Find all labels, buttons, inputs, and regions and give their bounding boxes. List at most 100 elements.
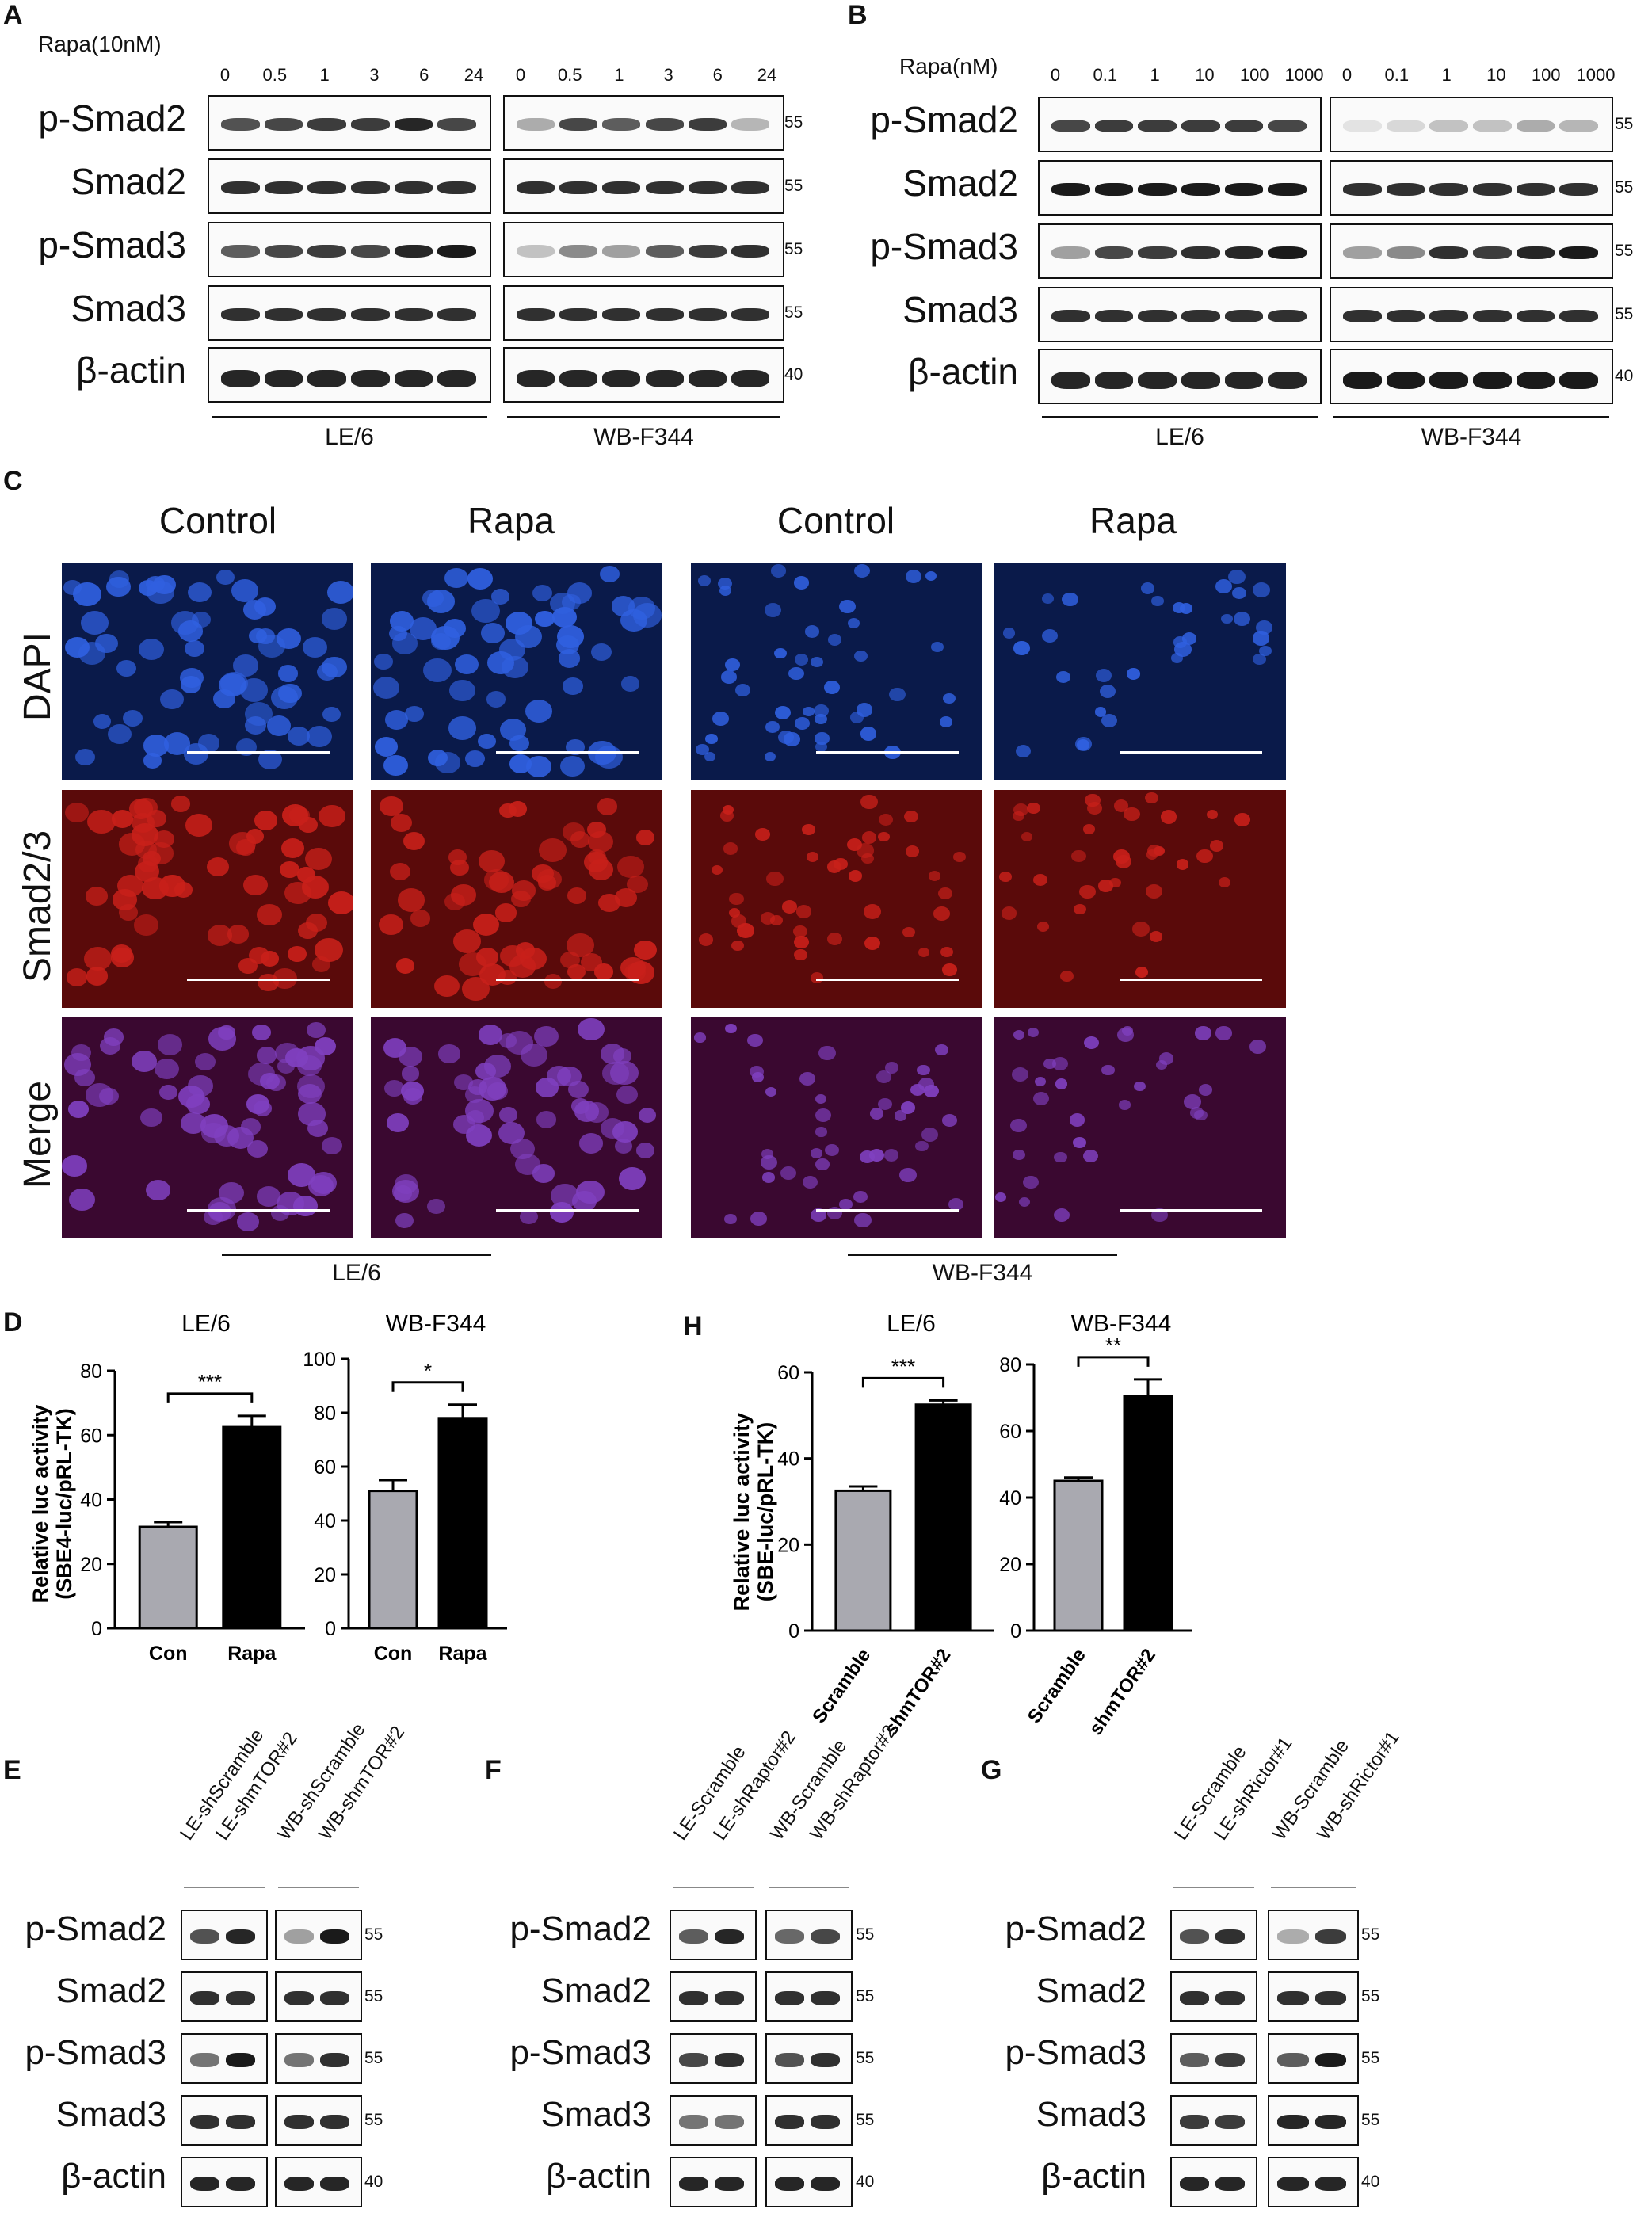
c-group-line-le <box>222 1254 491 1256</box>
nucleus <box>734 684 750 697</box>
nucleus <box>519 1208 538 1225</box>
nucleus <box>1082 824 1095 834</box>
blot-band <box>394 308 433 321</box>
micrograph <box>62 563 353 780</box>
blot-band <box>1051 120 1090 132</box>
blot-band <box>1473 120 1512 132</box>
blot-band <box>1051 310 1090 322</box>
nucleus <box>747 1033 763 1047</box>
blot-band <box>307 181 346 194</box>
nucleus <box>179 667 204 689</box>
micrograph <box>371 1017 662 1238</box>
nucleus <box>937 887 952 900</box>
nucleus <box>905 569 922 584</box>
blot-band <box>517 308 555 321</box>
nucleus <box>731 940 744 952</box>
y-tick-label: 100 <box>303 1349 336 1371</box>
nucleus <box>302 636 327 658</box>
blot-strip <box>765 2157 853 2207</box>
nucleus <box>595 745 623 769</box>
nucleus <box>216 569 235 586</box>
bar <box>914 1403 972 1632</box>
panel-letter-c: C <box>3 466 23 496</box>
nucleus <box>1131 922 1150 937</box>
nucleus <box>884 1062 899 1074</box>
blot-band <box>1051 246 1090 259</box>
nucleus <box>549 592 576 615</box>
blot-band <box>1215 1929 1245 1944</box>
nucleus <box>64 1052 92 1076</box>
micrograph <box>691 1017 982 1238</box>
nucleus <box>395 1212 414 1229</box>
nucleus <box>953 852 966 863</box>
blot-strip <box>503 95 784 151</box>
nucleus <box>638 1108 657 1124</box>
blot-band <box>1180 1991 1209 2005</box>
nucleus <box>788 666 804 680</box>
mw-marker: 55 <box>784 303 803 322</box>
blot-band <box>811 1991 840 2005</box>
significance-label: * <box>424 1359 432 1383</box>
blot-row-label: p-Smad2 <box>870 99 1018 140</box>
blot-row-label: Smad3 <box>540 2095 651 2134</box>
nucleus <box>578 1017 605 1041</box>
nucleus <box>697 575 712 587</box>
blot-band <box>559 245 598 258</box>
lane-label: 100 <box>1531 65 1561 85</box>
nucleus <box>883 1149 898 1162</box>
blot-band <box>1559 372 1598 389</box>
y-tick-label: 40 <box>777 1448 799 1471</box>
nucleus <box>1258 645 1272 657</box>
blot-strip <box>1268 2095 1359 2146</box>
micrograph <box>371 790 662 1008</box>
blot-band <box>1343 372 1382 389</box>
nucleus <box>305 914 327 933</box>
nucleus <box>1041 593 1054 605</box>
blot-band <box>1181 120 1220 132</box>
blot-strip <box>503 347 784 403</box>
blot-band <box>1314 2177 1346 2191</box>
nucleus <box>1135 967 1149 979</box>
blot-band <box>775 2115 804 2129</box>
blot-band <box>1138 372 1177 389</box>
nucleus <box>1033 873 1048 886</box>
nucleus <box>1160 810 1177 824</box>
blot-strip <box>1170 1910 1257 1960</box>
blot-band <box>1180 1929 1209 1944</box>
blot-band <box>602 308 641 321</box>
nucleus <box>810 1208 826 1222</box>
nucleus <box>108 724 132 745</box>
nucleus <box>1035 1076 1047 1086</box>
blot-band <box>517 370 555 387</box>
blot-band <box>688 245 727 258</box>
blot-strip <box>1268 1910 1359 1960</box>
nucleus <box>698 933 714 946</box>
nucleus <box>818 1045 836 1061</box>
nucleus <box>428 750 448 767</box>
blot-row-label: p-Smad2 <box>509 1910 651 1948</box>
blot-band <box>679 1929 708 1944</box>
nucleus <box>242 874 268 895</box>
blot-band <box>264 181 303 194</box>
blot-band <box>559 118 598 131</box>
nucleus <box>444 568 468 589</box>
nucleus <box>1095 669 1112 682</box>
nucleus <box>536 1078 559 1097</box>
blot-band <box>1516 310 1555 322</box>
blot-strip <box>275 1910 362 1960</box>
nucleus <box>480 623 505 643</box>
blot-band <box>1224 120 1264 132</box>
nucleus <box>1013 1030 1025 1040</box>
nucleus <box>619 1167 646 1190</box>
blot-row-label: Smad2 <box>71 161 186 202</box>
nucleus <box>1249 1040 1266 1054</box>
blot-band <box>394 181 433 194</box>
nucleus <box>999 871 1012 882</box>
blot-band <box>1386 372 1425 389</box>
nucleus <box>1173 636 1187 648</box>
blot-band <box>221 308 260 321</box>
nucleus <box>374 654 393 670</box>
blot-strip <box>765 2095 853 2146</box>
nucleus <box>633 940 657 960</box>
